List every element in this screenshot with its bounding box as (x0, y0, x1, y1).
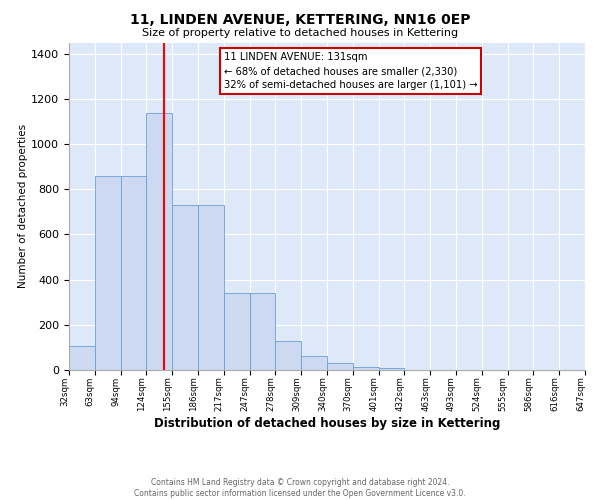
Y-axis label: Number of detached properties: Number of detached properties (19, 124, 28, 288)
Bar (121, 176, 146, 370)
Text: 11 LINDEN AVENUE: 131sqm
← 68% of detached houses are smaller (2,330)
32% of sem: 11 LINDEN AVENUE: 131sqm ← 68% of detach… (224, 52, 478, 90)
Text: 11, LINDEN AVENUE, KETTERING, NN16 0EP: 11, LINDEN AVENUE, KETTERING, NN16 0EP (130, 12, 470, 26)
Bar (95, 176, 121, 370)
Bar (224, 293, 250, 370)
Text: Contains HM Land Registry data © Crown copyright and database right 2024.
Contai: Contains HM Land Registry data © Crown c… (134, 478, 466, 498)
Bar (250, 293, 275, 370)
Bar (353, 366, 379, 370)
Bar (198, 205, 224, 370)
Bar (146, 112, 172, 370)
X-axis label: Distribution of detached houses by size in Kettering: Distribution of detached houses by size … (154, 416, 500, 430)
Bar (379, 368, 404, 370)
Bar (301, 356, 327, 370)
Bar (275, 340, 301, 370)
Bar (172, 205, 198, 370)
Bar (69, 346, 95, 370)
Text: Size of property relative to detached houses in Kettering: Size of property relative to detached ho… (142, 28, 458, 38)
Bar (327, 363, 353, 370)
